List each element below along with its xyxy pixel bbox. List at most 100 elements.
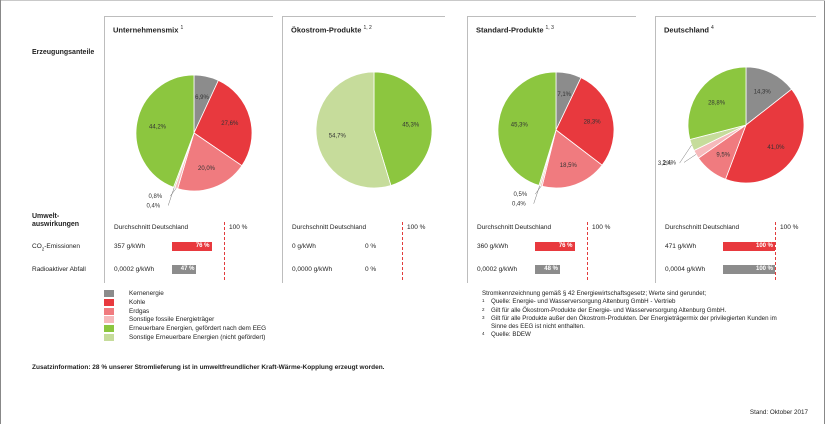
pie-leader-line [533,185,540,204]
pie-slice-eeg [135,74,195,188]
radio-bar: 48 % [535,265,560,274]
panel-title: Deutschland 4 [664,25,714,35]
radio-value: 0,0002 g/kWh [477,266,518,273]
reference-line-100 [224,222,225,280]
co2-bar: 100 % [723,242,775,251]
radio-bar: 47 % [172,265,197,274]
pie-label-kernenergie: 14,3% [754,90,772,96]
radio-bar: 100 % [723,265,775,274]
row-label-umweltauswirkungen: Umwelt-auswirkungen [32,213,80,228]
pie-label-sonstige_fossile: 0,5% [514,192,528,198]
reference-line-100 [587,222,588,280]
footnote-3: 3 Gilt für alle Produkte außer den Ökostr… [482,314,777,331]
co2-value: 471 g/kWh [665,243,697,250]
avg-label: Durchschnitt Deutschland [114,224,189,231]
pie-slice-eeg [373,71,433,186]
legend-swatch [104,316,114,324]
pie-slice-kohle [724,88,805,184]
pie-label-sonstige_fossile: 0,8% [149,194,163,200]
avg-value: 100 % [592,224,611,231]
panel-title: Standard-Produkte 1, 3 [476,25,554,35]
pie-label-sonstige_ee: 0,4% [147,204,161,210]
pie-leader-line [169,188,177,197]
legend-swatch [104,307,114,315]
legend-swatch [104,333,114,341]
reference-line-100 [775,222,776,280]
radio-value: 0,0000 g/kWh [292,266,333,273]
pie-slice-erdgas [177,132,243,192]
row-label-co2: CO2-Emissionen [32,243,81,252]
panel-1: Ökostrom-Produkte 1, 2 [282,16,445,283]
pie-leader-line [683,154,697,163]
legend-swatch [104,290,114,297]
additional-info: Zusatzinformation: 28 % unserer Stromlie… [32,364,385,371]
avg-value: 100 % [229,224,248,231]
avg-label: Durchschnitt Deutschland [477,224,552,231]
radio-value: 0,0002 g/kWh [114,266,155,273]
pie-leader-line [679,144,692,164]
pie-label-kernenergie: 7,1% [557,92,571,98]
pie-label-eeg: 28,8% [708,100,726,106]
pie-label-eeg: 45,3% [511,123,529,129]
pie-label-erdgas: 18,5% [560,163,578,169]
pie-slice-sonstige_ee [315,71,392,189]
co2-value: 357 g/kWh [114,243,146,250]
radio-value: 0,0004 g/kWh [665,266,706,273]
pie-slice-erdgas [541,129,603,189]
pie-label-kernenergie: 6,9% [195,95,209,101]
date-stamp: Stand: Oktober 2017 [749,409,808,416]
pie-label-sonstige_ee: 0,4% [512,202,526,208]
avg-value: 100 % [407,224,426,231]
pie-label-erdgas: 9,5% [716,152,730,158]
panel-0: Unternehmensmix 1 [104,16,273,283]
pie-label-eeg: 44,2% [149,124,167,130]
pie-label-kohle: 41,0% [767,145,785,151]
footnotes: Stromkennzeichnung gemäß § 42 Energiewir… [482,290,782,340]
pie-slice-kohle [193,79,253,167]
pie-slice-kohle [555,77,615,166]
pie-label-eeg: 45,3% [402,123,420,129]
legend-label: Sonstige Erneuerbare Energien (nicht gef… [129,333,266,341]
footnote-intro: Stromkennzeichnung gemäß § 42 Energiewir… [482,290,707,297]
co2-bar: 76 % [172,242,212,251]
row-label-erzeugungsanteile: Erzeugungsanteile [32,49,95,56]
footnote-4: 4 Quelle: BDEW [482,331,531,339]
legend-label: Erneuerbare Energien, gefördert nach dem… [129,325,267,333]
pie-label-sonstige_fossile: 2,4% [662,160,676,166]
pie-slice-eeg [497,71,557,186]
pie-label-erdgas: 20,0% [198,166,216,172]
pie-slice-kernenergie [745,66,793,126]
pie-label-kohle: 28,3% [584,119,602,125]
co2-value: 0 g/kWh [292,243,316,250]
legend-swatch [104,325,114,333]
avg-value: 100 % [780,224,799,231]
panel-3: Deutschland 4 [655,16,816,283]
panel-title: Ökostrom-Produkte 1, 2 [291,25,372,35]
pie-label-sonstige_ee: 54,7% [329,134,347,140]
pie-label-sonstige_ee: 3,2% [658,161,672,167]
legend-label: Kernenergie [129,290,164,297]
pie-leader-line [167,187,175,206]
co2-bar: 0 % [365,243,377,250]
radio-bar: 0 % [365,266,377,273]
panel-2: Standard-Produkte 1, 3 [467,16,636,283]
footnote-2: 2 Gilt für alle Ökostrom-Produkte der Ene… [482,306,727,314]
avg-label: Durchschnitt Deutschland [665,224,740,231]
co2-bar: 76 % [535,242,575,251]
legend-label: Kohle [129,298,146,306]
co2-value: 360 g/kWh [477,243,509,250]
avg-label: Durchschnitt Deutschland [292,224,367,231]
legend-swatch [104,298,114,306]
reference-line-100 [402,222,403,280]
pie-slice-eeg [687,66,747,141]
panel-title: Unternehmensmix 1 [113,25,184,35]
row-label-radioactive: Radioaktiver Abfall [32,266,86,273]
pie-label-kohle: 27,6% [221,121,239,127]
top-rule [1,0,825,1]
legend-label: Sonstige fossile Energieträger [129,316,215,324]
